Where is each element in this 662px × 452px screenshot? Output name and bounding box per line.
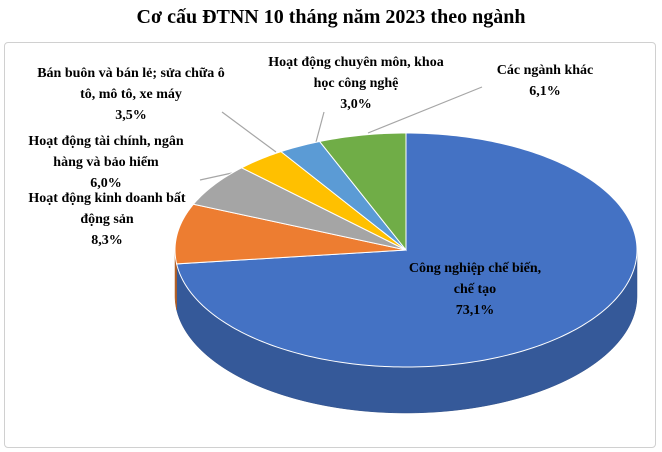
leader-line	[315, 111, 325, 143]
slice	[174, 203, 407, 265]
value-label: 3,5%	[115, 108, 147, 123]
chart-title: Cơ cấu ĐTNN 10 tháng năm 2023 theo ngành	[136, 6, 526, 28]
value-label: 6,1%	[529, 84, 561, 99]
data-label: Bán buôn và bán lẻ; sửa chữa ô tô, mô tô…	[32, 63, 230, 126]
data-label: Các ngành khác 6,1%	[475, 60, 615, 102]
value-label: 3,0%	[340, 97, 372, 112]
category-label: Hoạt động chuyên môn, khoa học công nghệ	[268, 55, 444, 91]
slice	[192, 167, 407, 251]
data-label: Công nghiệp chế biến, chế tạo 73,1%	[405, 258, 545, 321]
category-label: Hoạt động kinh doanh bất động sản	[28, 191, 186, 227]
chart-frame	[4, 42, 656, 448]
slice	[279, 140, 407, 251]
slice	[240, 151, 407, 251]
category-label: Bán buôn và bán lẻ; sửa chữa ô tô, mô tô…	[37, 66, 225, 102]
slice	[318, 132, 407, 252]
leader-line	[199, 172, 233, 181]
data-label: Hoạt động tài chính, ngân hàng và bảo hi…	[20, 131, 192, 194]
value-label: 6,0%	[90, 176, 122, 191]
category-label: Công nghiệp chế biến, chế tạo	[408, 261, 542, 297]
slice	[176, 132, 638, 368]
data-label: Hoạt động kinh doanh bất động sản 8,3%	[22, 188, 192, 251]
leader-line	[221, 111, 277, 153]
pie-tops	[174, 132, 638, 368]
category-label: Các ngành khác	[496, 63, 594, 78]
leader-line	[367, 86, 483, 134]
category-label: Hoạt động tài chính, ngân hàng và bảo hi…	[28, 134, 184, 170]
value-label: 73,1%	[455, 303, 495, 318]
data-label: Hoạt động chuyên môn, khoa học công nghệ…	[262, 52, 450, 115]
value-label: 8,3%	[91, 233, 123, 248]
